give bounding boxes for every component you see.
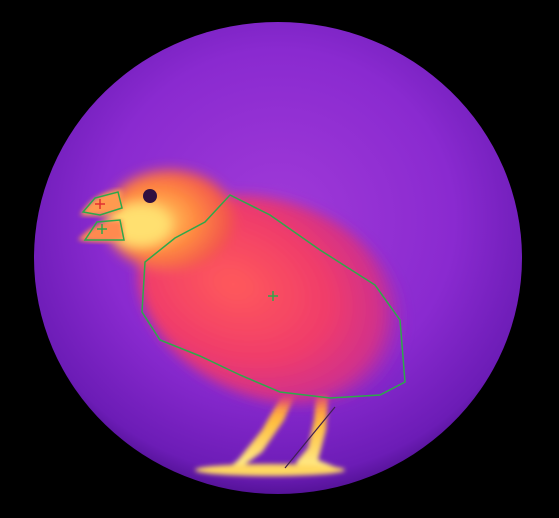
marker-cross	[268, 291, 278, 301]
feet	[195, 464, 345, 476]
marker-cross	[95, 199, 105, 209]
lower-beak-roi	[83, 219, 125, 241]
leg	[226, 392, 296, 470]
eye	[143, 189, 157, 203]
upper-beak-roi	[81, 191, 123, 216]
legs	[195, 392, 345, 476]
cheek	[108, 203, 172, 247]
lower-beak	[78, 220, 124, 242]
leg	[296, 395, 338, 472]
marker-cross	[97, 224, 107, 234]
upper-beak	[80, 190, 122, 216]
bird-body	[105, 170, 406, 405]
measure-line	[284, 406, 336, 469]
body-roi	[141, 194, 406, 399]
